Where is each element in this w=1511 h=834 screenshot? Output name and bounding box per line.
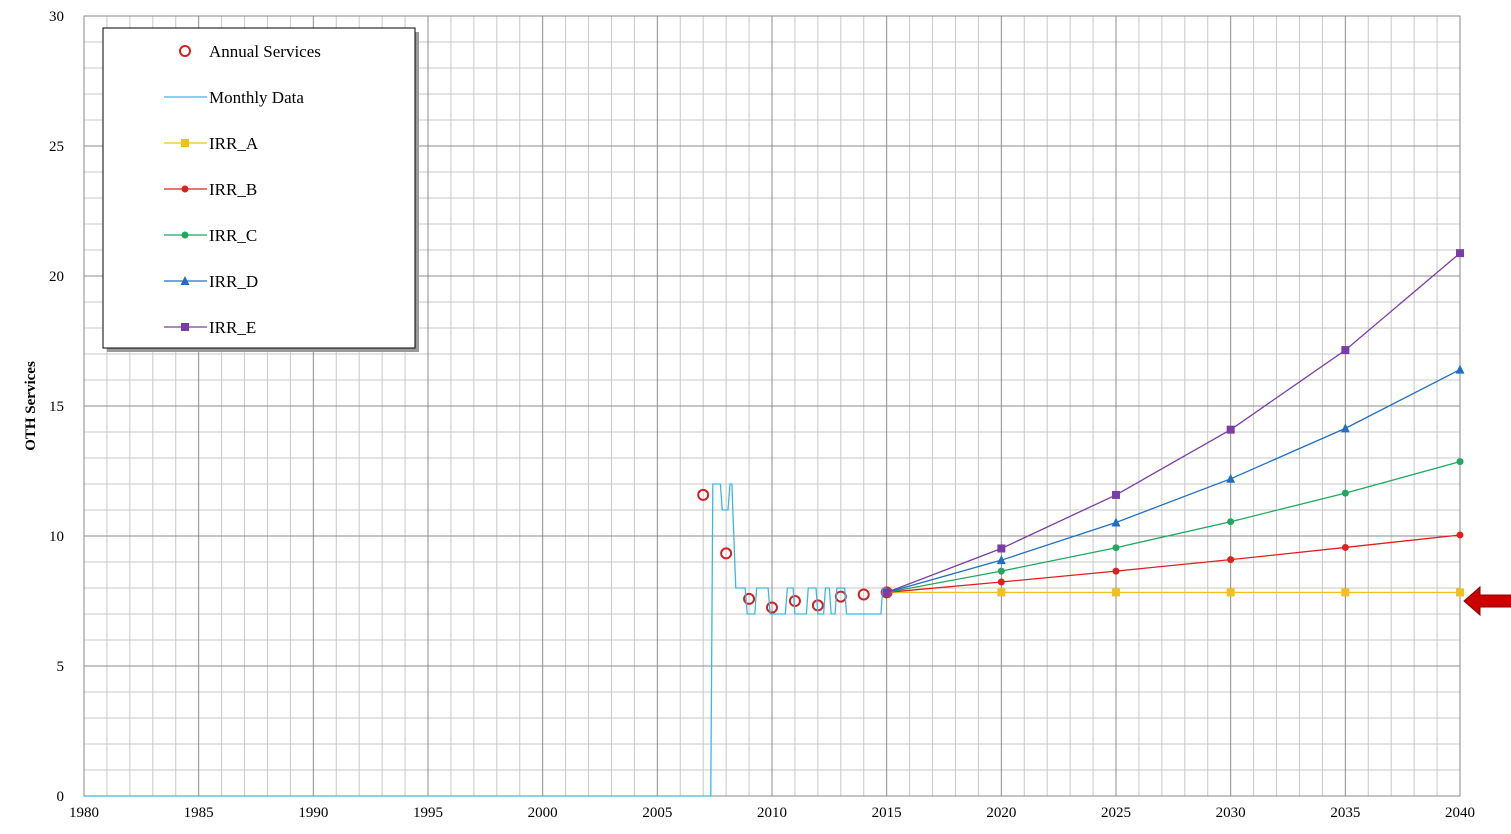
y-tick-label: 15 — [49, 399, 64, 415]
y-tick-label: 20 — [49, 269, 64, 285]
legend-item: IRR_B — [164, 180, 257, 199]
data-point — [1340, 423, 1350, 433]
data-point — [697, 488, 710, 501]
legend-label: Monthly Data — [209, 88, 304, 107]
data-point — [1112, 588, 1120, 597]
series-irr-e — [882, 249, 1464, 597]
data-point — [1456, 458, 1464, 466]
legend-label: IRR_C — [209, 226, 257, 245]
data-point — [997, 578, 1005, 586]
legend-symbol — [181, 139, 189, 147]
data-point — [997, 588, 1006, 597]
y-tick-label: 10 — [49, 529, 64, 545]
legend-item: Monthly Data — [164, 88, 304, 107]
data-point — [1226, 425, 1235, 434]
series-line — [886, 534, 1461, 594]
legend-box — [102, 27, 416, 349]
data-point — [743, 592, 756, 605]
y-tick-label: 5 — [57, 659, 65, 675]
data-point — [1341, 346, 1350, 355]
data-point — [1226, 473, 1236, 483]
legend-item: Annual Services — [179, 42, 321, 61]
legend-symbol — [180, 276, 190, 285]
data-point — [1456, 588, 1464, 597]
annotation-layer — [1463, 585, 1511, 617]
x-tick-label: 1980 — [69, 805, 99, 821]
legend: Annual Services Monthly Data IRR_A IRR_B IRR… — [102, 27, 419, 352]
x-tick-label: 2020 — [986, 805, 1016, 821]
legend-symbol — [181, 231, 189, 239]
data-point — [1341, 489, 1349, 497]
data-point — [1112, 544, 1120, 552]
data-point — [1112, 490, 1120, 499]
data-point — [766, 601, 778, 614]
legend-label: IRR_D — [209, 272, 258, 291]
legend-label: IRR_A — [209, 134, 259, 153]
series-layer — [84, 249, 1465, 797]
x-tick-label: 1985 — [184, 805, 214, 821]
legend-item: IRR_E — [164, 318, 256, 337]
x-tick-label: 2040 — [1445, 805, 1475, 821]
data-point — [1111, 517, 1121, 527]
x-tick-label: 2030 — [1216, 805, 1246, 821]
data-point — [1112, 567, 1120, 575]
y-axis-label: OTH Services — [23, 361, 39, 451]
data-point — [1341, 543, 1349, 551]
x-axis-ticks: 1980 1985 1990 1995 2000 2005 2010 2015 2020 2025… — [69, 805, 1475, 821]
legend-symbol — [181, 185, 189, 193]
series-irr-b — [883, 531, 1464, 596]
data-point — [1227, 518, 1235, 526]
data-point — [857, 588, 870, 601]
data-point — [1456, 531, 1464, 539]
legend-symbol — [181, 323, 189, 331]
series-irr-a — [882, 588, 1464, 597]
y-tick-label: 25 — [49, 139, 64, 155]
data-point — [997, 544, 1006, 553]
data-point — [1455, 364, 1465, 374]
x-tick-label: 1995 — [413, 805, 443, 821]
legend-label: IRR_B — [209, 180, 257, 199]
y-axis-ticks: 0 5 10 15 20 25 30 — [49, 9, 64, 805]
y-tick-label: 30 — [49, 9, 64, 25]
data-point — [1227, 556, 1235, 564]
x-tick-label: 2015 — [872, 805, 902, 821]
legend-symbol — [179, 45, 191, 57]
series-monthly-data — [84, 483, 887, 797]
series-line — [84, 483, 887, 797]
series-line — [886, 252, 1461, 594]
series-irr-c — [883, 458, 1464, 596]
plot-area — [83, 15, 1461, 797]
data-point — [1226, 588, 1235, 597]
legend-item: IRR_C — [164, 226, 257, 245]
series-line — [886, 369, 1461, 594]
y-tick-label: 0 — [57, 789, 65, 805]
data-point — [996, 555, 1006, 565]
data-point — [882, 588, 891, 597]
data-point — [997, 567, 1005, 575]
x-tick-label: 2025 — [1101, 805, 1131, 821]
data-point — [1456, 249, 1464, 258]
x-tick-label: 2005 — [642, 805, 672, 821]
legend-label: IRR_E — [209, 318, 256, 337]
legend-label: Annual Services — [209, 42, 321, 61]
x-tick-label: 2000 — [528, 805, 558, 821]
x-tick-label: 1990 — [298, 805, 328, 821]
series-line — [886, 461, 1461, 594]
data-point — [1341, 588, 1350, 597]
x-tick-label: 2035 — [1330, 805, 1360, 821]
annotation-arrow — [1463, 585, 1511, 617]
legend-item: IRR_A — [164, 134, 259, 153]
legend-item: IRR_D — [164, 272, 258, 291]
data-point — [720, 547, 733, 560]
x-tick-label: 2010 — [757, 805, 787, 821]
